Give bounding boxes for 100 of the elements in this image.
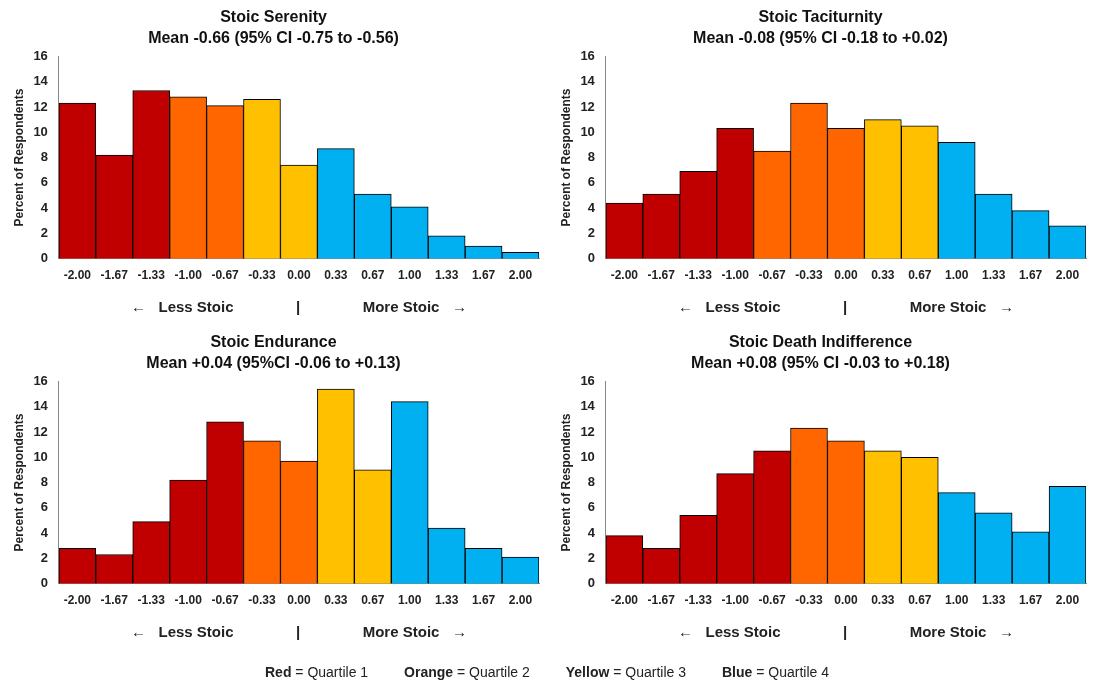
x-tick-label: 2.00 [508, 268, 533, 283]
x-tick-label: -1.00 [721, 593, 750, 608]
x-tick-label: -0.67 [211, 593, 240, 608]
text: Orange = Quartile 2 [404, 664, 530, 680]
x-tick-label: -1.00 [721, 268, 750, 283]
x-tick-label: -2.00 [63, 593, 92, 608]
x-tick-label: -2.00 [610, 268, 639, 283]
x-tick-label: 1.33 [981, 268, 1006, 283]
x-tick-label: 1.00 [398, 593, 422, 608]
y-tick-label: 16 [33, 372, 48, 388]
x-tick-label: 0.00 [834, 268, 858, 283]
x-tick-label: -0.33 [248, 268, 276, 283]
chart-title: Stoic Serenity [220, 8, 327, 26]
text: Blue = Quartile 4 [722, 664, 829, 680]
y-tick-label: 10 [33, 123, 48, 139]
y-axis-title: Percent of Respondents [558, 88, 573, 227]
x-tick-label: 2.00 [1055, 268, 1080, 283]
x-tick-label: -2.00 [610, 593, 639, 608]
y-tick-label: 14 [33, 73, 49, 89]
y-tick-label: 0 [40, 575, 48, 591]
x-tick-label: 2.00 [1055, 593, 1080, 608]
x-tick-label: 1.67 [1018, 268, 1043, 283]
x-tick-label: -1.67 [100, 593, 129, 608]
y-tick-label: 10 [580, 123, 595, 139]
text: Red = Quartile 1 [264, 664, 369, 680]
y-tick-label: 14 [33, 398, 49, 414]
y-tick-label: 0 [587, 250, 595, 266]
x-axis-title: ← Less Stoic | More Stoic → [677, 623, 1014, 641]
x-tick-label: 0.67 [908, 268, 932, 283]
x-tick-label: 1.33 [981, 593, 1006, 608]
x-tick-label: 1.67 [471, 593, 496, 608]
x-tick-label: -1.33 [137, 593, 166, 608]
x-tick-label: -1.67 [100, 268, 129, 283]
x-tick-label: 0.33 [324, 268, 348, 283]
x-tick-label: 0.00 [287, 593, 311, 608]
x-tick-label: -1.67 [647, 268, 676, 283]
x-tick-label: 1.00 [945, 593, 969, 608]
x-tick-label: -1.00 [174, 268, 203, 283]
y-tick-label: 0 [587, 575, 595, 591]
chart-subtitle: Mean +0.04 (95%CI -0.06 to +0.13) [146, 354, 401, 372]
y-tick-label: 6 [40, 174, 48, 190]
x-tick-label: -1.33 [684, 593, 713, 608]
x-tick-label: 2.00 [508, 593, 533, 608]
x-tick-label: -1.33 [684, 268, 713, 283]
x-tick-label: 0.00 [287, 268, 311, 283]
x-axis-title: ← Less Stoic | More Stoic → [130, 623, 467, 641]
y-axis-title: Percent of Respondents [11, 88, 26, 227]
x-tick-label: 0.00 [834, 593, 858, 608]
y-tick-label: 8 [587, 149, 595, 165]
y-tick-label: 16 [580, 372, 595, 388]
y-tick-label: 14 [580, 398, 596, 414]
chart-subtitle: Mean -0.08 (95% CI -0.18 to +0.02) [693, 29, 948, 47]
y-tick-label: 4 [587, 199, 596, 215]
x-tick-label: -0.33 [795, 268, 823, 283]
x-axis-title: ← Less Stoic | More Stoic → [677, 298, 1014, 316]
y-tick-label: 6 [587, 174, 595, 190]
y-tick-label: 6 [587, 499, 595, 515]
y-axis-title: Percent of Respondents [558, 413, 573, 552]
x-tick-label: 1.67 [1018, 593, 1043, 608]
x-tick-label: -0.67 [758, 268, 787, 283]
y-tick-label: 4 [40, 524, 49, 540]
y-tick-label: 10 [580, 448, 595, 464]
y-tick-label: 8 [587, 474, 595, 490]
text: Yellow = Quartile 3 [565, 664, 686, 680]
x-tick-label: 0.67 [908, 593, 932, 608]
x-tick-label: 0.67 [361, 593, 385, 608]
x-tick-label: 0.33 [871, 268, 895, 283]
y-tick-label: 2 [40, 224, 48, 240]
x-tick-label: 1.00 [398, 268, 422, 283]
x-tick-label: -1.33 [137, 268, 166, 283]
chart-title: Stoic Endurance [210, 333, 337, 351]
x-tick-label: 1.33 [434, 268, 459, 283]
chart-subtitle: Mean -0.66 (95% CI -0.75 to -0.56) [148, 29, 399, 47]
y-tick-label: 2 [40, 549, 48, 565]
y-tick-label: 12 [580, 423, 595, 439]
y-tick-label: 4 [40, 199, 49, 215]
y-tick-label: 2 [587, 224, 595, 240]
x-tick-label: -0.33 [248, 593, 276, 608]
y-tick-label: 14 [580, 73, 596, 89]
chart-title: Stoic Death Indifference [728, 333, 913, 351]
y-tick-label: 6 [40, 499, 48, 515]
x-tick-label: -0.67 [211, 268, 240, 283]
y-tick-label: 8 [40, 474, 48, 490]
chart-subtitle: Mean +0.08 (95% CI -0.03 to +0.18) [691, 354, 950, 372]
x-tick-label: 1.67 [471, 268, 496, 283]
x-tick-label: 0.33 [871, 593, 895, 608]
x-tick-label: -0.67 [758, 593, 787, 608]
x-axis-title: ← Less Stoic | More Stoic → [130, 298, 467, 316]
x-tick-label: -0.33 [795, 593, 823, 608]
x-tick-label: -1.00 [174, 593, 203, 608]
y-tick-label: 2 [587, 549, 595, 565]
y-tick-label: 16 [580, 47, 595, 63]
chart-title: Stoic Taciturnity [758, 8, 883, 26]
y-tick-label: 0 [40, 250, 48, 266]
y-tick-label: 10 [33, 448, 48, 464]
y-tick-label: 12 [33, 98, 48, 114]
y-tick-label: 4 [587, 524, 596, 540]
x-tick-label: 1.00 [945, 268, 969, 283]
x-tick-label: 0.33 [324, 593, 348, 608]
y-tick-label: 12 [33, 423, 48, 439]
